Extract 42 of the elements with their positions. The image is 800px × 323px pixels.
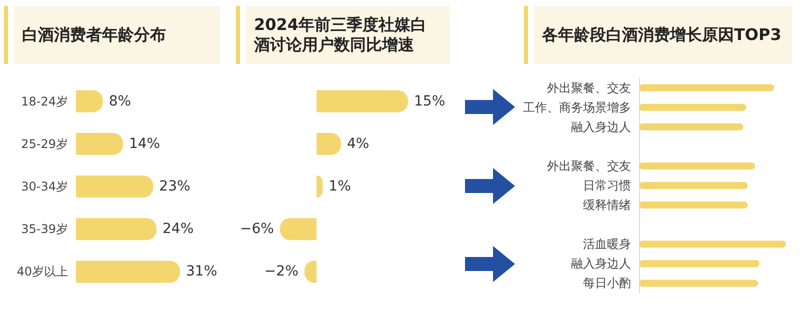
bar — [316, 90, 408, 112]
chart-title: 各年龄段白酒消费增长原因TOP3 — [534, 6, 792, 64]
data-label: 14% — [128, 136, 160, 152]
y-tick-label: 缓释情绪 — [583, 198, 631, 212]
y-tick-label: 每日小酌 — [583, 276, 631, 290]
data-label: 31% — [186, 264, 218, 280]
bar — [280, 218, 317, 240]
data-label: 1% — [328, 178, 351, 194]
y-tick-label: 融入身边人 — [571, 256, 631, 271]
y-tick-label: 30-34岁 — [21, 180, 68, 194]
y-tick-label: 工作、商务场景增多 — [523, 100, 631, 114]
bar — [639, 84, 774, 92]
data-label: −6% — [240, 221, 274, 238]
bar — [639, 123, 744, 130]
data-label: 8% — [108, 93, 132, 110]
y-tick-label: 40岁以上 — [16, 264, 68, 279]
y-tick-label: 35-39岁 — [21, 222, 68, 236]
bar — [639, 240, 786, 248]
bar — [76, 176, 154, 198]
bar — [639, 280, 758, 287]
chart-title: 白酒消费者年龄分布 — [14, 6, 220, 64]
bar — [639, 104, 746, 111]
data-label: 4% — [346, 136, 370, 152]
data-label: −2% — [264, 264, 298, 280]
bar — [639, 202, 748, 209]
y-tick-label: 18-24岁 — [21, 94, 68, 108]
data-label: 15% — [414, 93, 446, 110]
data-label: 23% — [159, 178, 190, 194]
y-tick-label: 活血暖身 — [583, 237, 631, 252]
bar — [76, 132, 123, 155]
y-tick-label: 外出聚餐、交友 — [547, 158, 631, 173]
bar — [639, 182, 748, 189]
y-tick-label: 融入身边人 — [571, 120, 631, 134]
bar — [76, 260, 180, 283]
bar — [76, 218, 157, 240]
y-tick-label: 外出聚餐、交友 — [547, 80, 631, 95]
data-label: 24% — [162, 221, 194, 238]
y-tick-label: 日常习惯 — [583, 178, 631, 192]
y-tick-label: 25-29岁 — [21, 136, 68, 151]
bar — [639, 162, 756, 170]
bar — [639, 260, 760, 268]
chart-title: 2024年前三季度社媒白酒讨论用户数同比增速 — [246, 6, 450, 64]
